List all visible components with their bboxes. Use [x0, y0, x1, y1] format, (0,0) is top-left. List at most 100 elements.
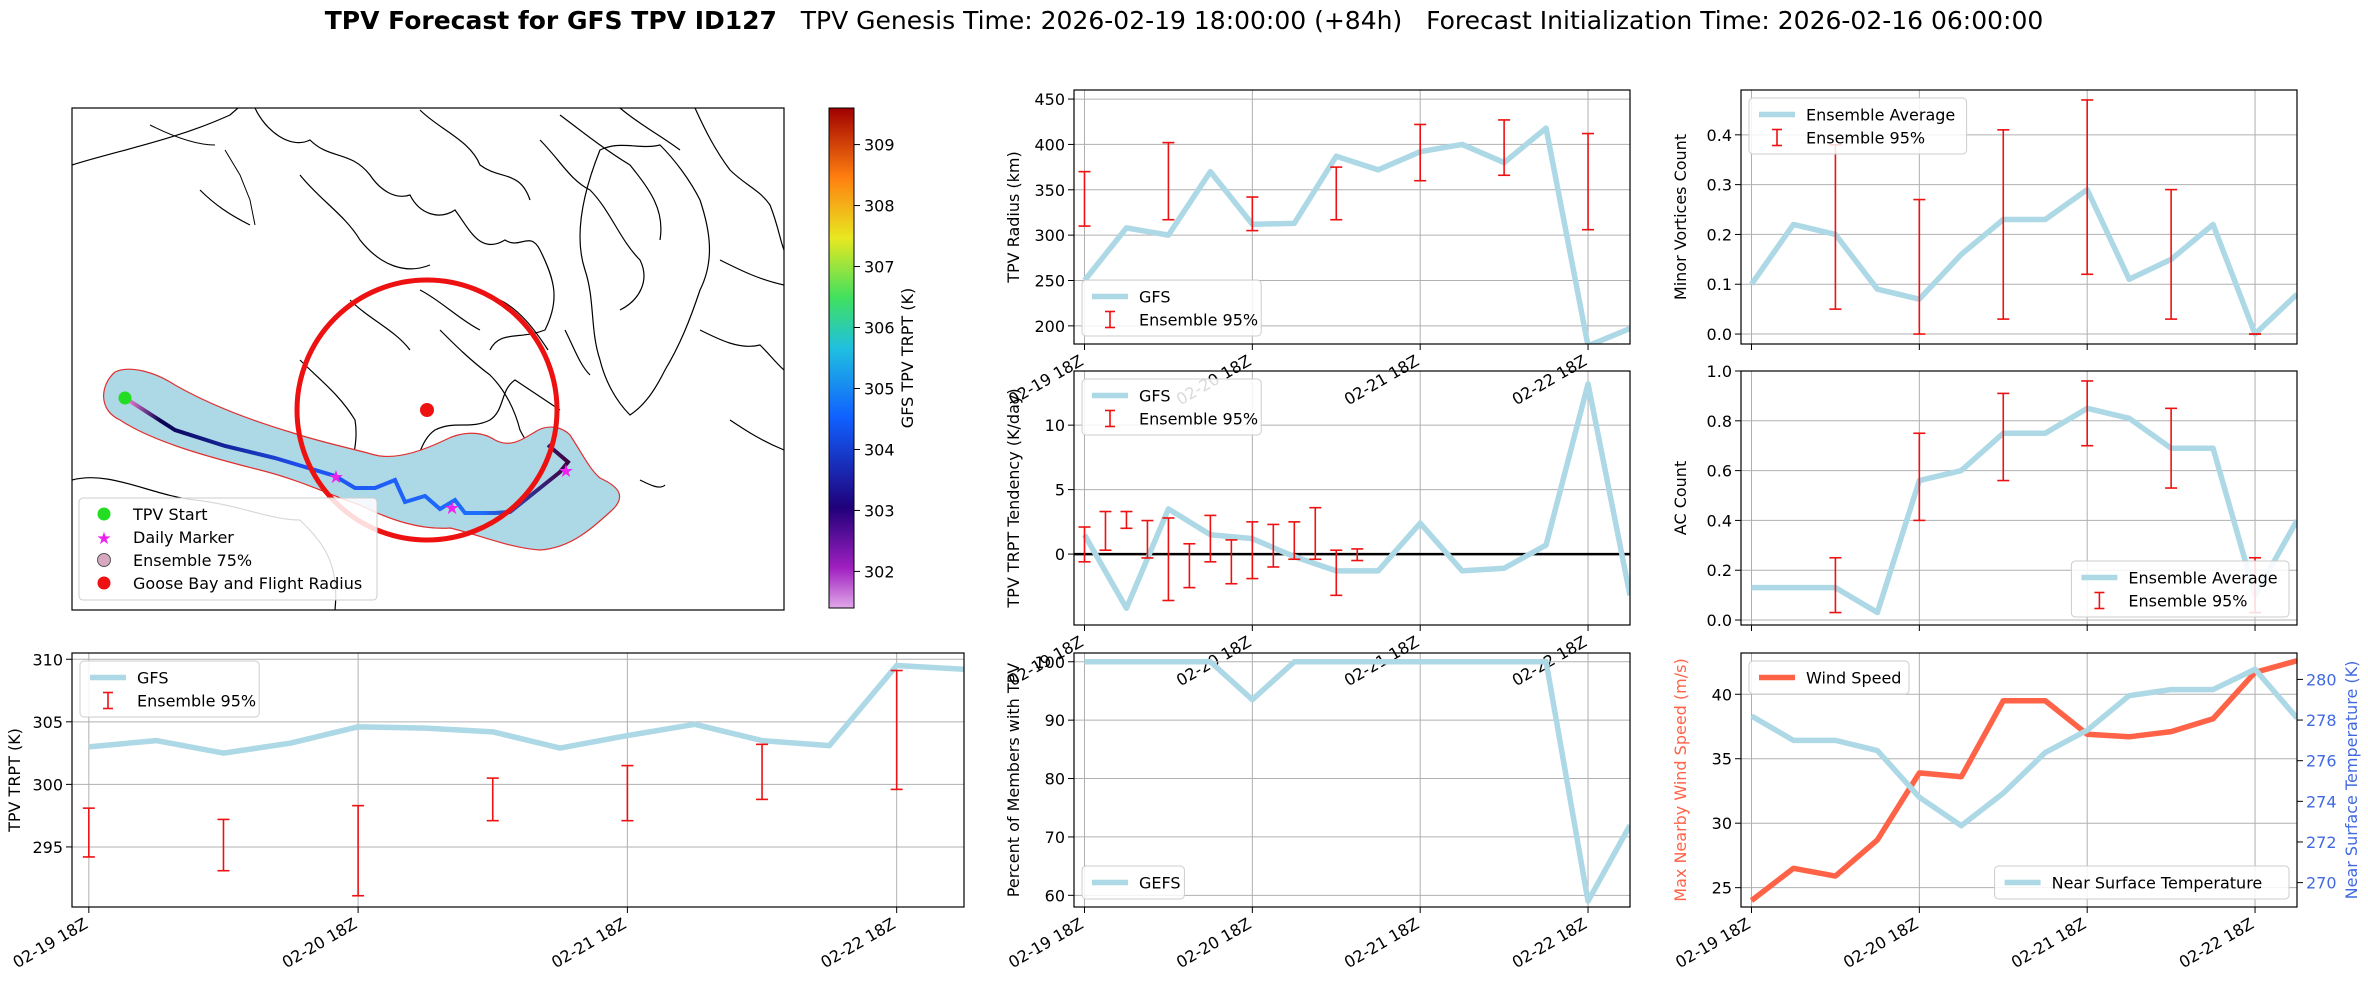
border-line — [149, 124, 256, 226]
x-tick-label: 02-21 18Z — [1341, 351, 1422, 409]
y-tick-label: 0.8 — [1707, 412, 1732, 431]
y-axis-label: TPV TRPT (K) — [5, 728, 24, 833]
axes-frame — [1073, 370, 1631, 626]
y-tick-label: 0.1 — [1707, 275, 1732, 294]
legend: GEFS — [1081, 865, 1185, 900]
daily-marker-1: ★ — [328, 467, 344, 488]
legend: GFS Ensemble 95% — [1081, 378, 1262, 436]
y-axis-label: Percent of Members with TPV — [1004, 663, 1023, 897]
chart-trpt: 295 300 305 310 02-19 18Z 02-20 18Z 02-21 18Z 0… — [5, 650, 965, 972]
colorbar-tick-label: 302 — [864, 562, 895, 581]
y-tick-label: 0.2 — [1707, 225, 1732, 244]
y-tick-label: 0.3 — [1707, 176, 1732, 195]
x-tick-label: 02-19 18Z — [10, 914, 91, 972]
colorbar-tick-label: 305 — [864, 379, 895, 398]
axes-frame — [1740, 370, 2298, 626]
legend-goose-bay-label: Goose Bay and Flight Radius — [133, 574, 362, 593]
legend-label: Ensemble Average — [2128, 569, 2277, 588]
x-tick-label: 02-20 18Z — [279, 914, 360, 972]
x-tick-label: 02-21 18Z — [548, 914, 629, 972]
axes-frame — [1740, 89, 2298, 345]
legend-box — [1081, 865, 1185, 900]
plot-area — [82, 662, 964, 897]
chart-minor: 0.0 0.1 0.2 0.3 0.4 Minor Vortices Count Ensem… — [1671, 89, 2298, 350]
y-tick-label: 0 — [1055, 545, 1065, 564]
error-bar — [1267, 523, 1280, 568]
y-tick-label: 5 — [1055, 481, 1065, 500]
y-tick-label: 70 — [1045, 828, 1065, 847]
series-line-wind-speed — [1749, 658, 2297, 903]
series-line-gfs — [88, 662, 964, 756]
colorbar-tick-label: 309 — [864, 136, 895, 155]
map-panel: ★ ★ ★ TPV Start ★ Daily Marker Ensemble … — [71, 107, 917, 611]
x-tick-label: 02-21 18Z — [2008, 914, 2089, 972]
y-tick-label: 0.6 — [1707, 462, 1732, 481]
y-tick-label: 1.0 — [1707, 362, 1732, 381]
error-bar — [1997, 129, 2010, 320]
plot-area — [1725, 99, 2297, 337]
y-tick-label: 350 — [1034, 181, 1065, 200]
legend-label: Ensemble 95% — [137, 692, 256, 711]
series-line-gefs — [1084, 659, 1630, 904]
y-tick-label: 0.0 — [1707, 611, 1732, 630]
error-bar — [756, 743, 769, 801]
legend-box — [2070, 560, 2290, 618]
y-tick-label: 40 — [1712, 685, 1732, 704]
plot-area — [1749, 658, 2297, 903]
legend: Near Surface Temperature — [1994, 865, 2290, 900]
plot-area — [1078, 381, 1630, 611]
error-bar — [621, 764, 634, 822]
legend-label: Ensemble Average — [1806, 106, 1955, 125]
legend-daily-marker-icon: ★ — [96, 529, 111, 549]
x-tick-label: 02-22 18Z — [1509, 914, 1590, 972]
error-bar — [1829, 556, 1842, 614]
error-bar — [1162, 517, 1175, 602]
y-tick-label: 35 — [1712, 750, 1732, 769]
legend-box — [1748, 660, 1910, 695]
y-axis-label: TPV TRPT Tendency (K/day) — [1004, 388, 1023, 608]
legend: GFS Ensemble 95% — [1081, 279, 1262, 337]
error-bar — [2165, 188, 2178, 320]
axes-frame — [1740, 652, 2298, 908]
x-tick-label: 02-22 18Z — [817, 914, 898, 972]
colorbar-tick-label: 304 — [864, 440, 895, 459]
error-bar — [1162, 141, 1175, 221]
error-bar — [1288, 521, 1301, 561]
axes-frame — [1073, 652, 1631, 908]
error-bar — [1725, 195, 1737, 334]
y-tick-label: 400 — [1034, 135, 1065, 154]
axes-frame — [71, 652, 965, 908]
y-tick-label: 300 — [1034, 226, 1065, 245]
y-axis-label: Max Nearby Wind Speed (m/s) — [1671, 658, 1690, 901]
error-bar — [1078, 526, 1091, 563]
series-line-gfs — [1082, 381, 1630, 611]
error-bar — [1913, 432, 1926, 522]
ensemble-75-area — [103, 368, 621, 551]
y2-tick-label: 272 — [2306, 833, 2337, 852]
y-tick-label: 90 — [1045, 711, 1065, 730]
error-bar — [1225, 539, 1238, 585]
title-main: TPV Forecast for GFS TPV ID127 — [324, 6, 777, 35]
error-bar — [1078, 170, 1091, 227]
error-bar — [2081, 380, 2094, 447]
error-bar — [1330, 166, 1343, 221]
error-bar — [1141, 519, 1154, 559]
error-bar — [1414, 123, 1427, 182]
error-bar — [1204, 514, 1217, 563]
y-axis-label: TPV Radius (km) — [1004, 151, 1023, 284]
legend-label: Ensemble 95% — [1806, 129, 1925, 148]
y-tick-label: 0.0 — [1707, 325, 1732, 344]
chart-percent: 60 70 80 90 100 02-19 18Z 02-20 18Z 02-21 18Z 02… — [1004, 652, 1631, 972]
y2-tick-label: 270 — [2306, 874, 2337, 893]
error-bar — [1246, 196, 1259, 232]
legend-label: Ensemble 95% — [1139, 410, 1258, 429]
title-genesis: TPV Genesis Time: 2026-02-19 18:00:00 (+… — [800, 6, 1403, 35]
x-tick-label: 02-19 18Z — [1005, 914, 1086, 972]
x-tick-label: 02-22 18Z — [1509, 351, 1590, 409]
y2-tick-label: 276 — [2306, 752, 2337, 771]
legend-label: GFS — [137, 669, 168, 688]
legend-label: Near Surface Temperature — [2052, 874, 2263, 893]
colorbar-bar — [828, 107, 855, 609]
